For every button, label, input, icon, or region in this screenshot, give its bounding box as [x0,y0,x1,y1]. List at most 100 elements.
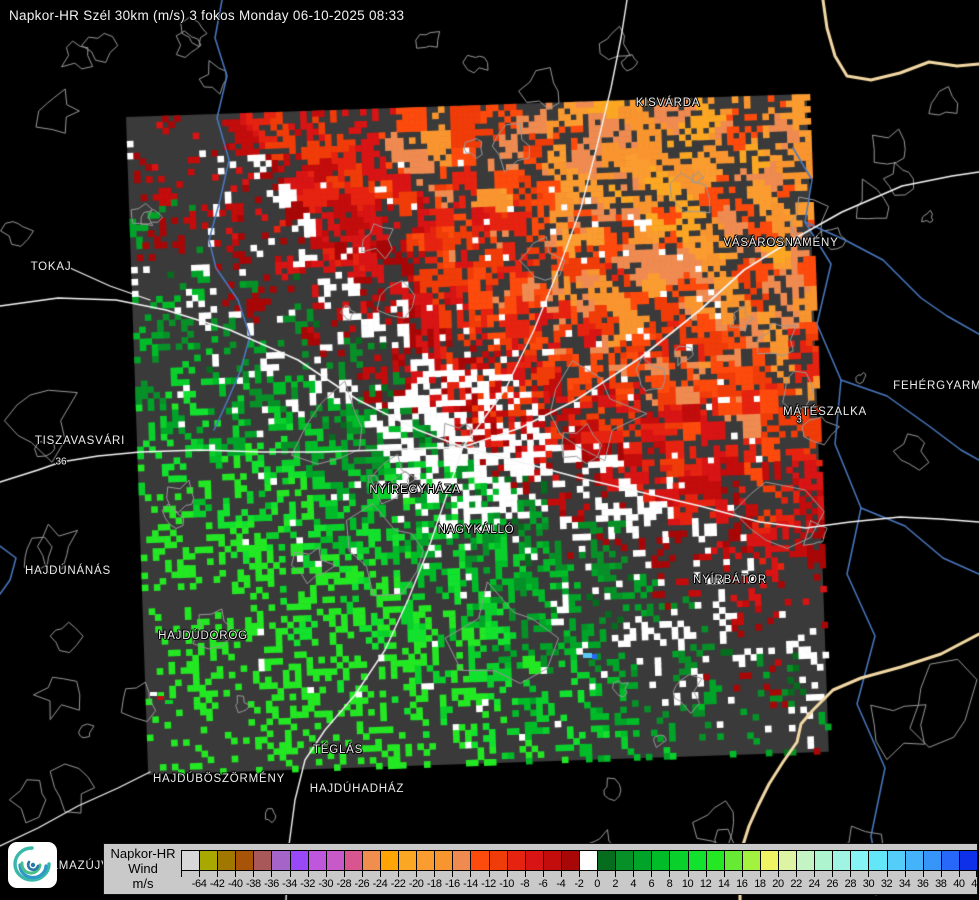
legend-color-box [669,850,689,871]
legend-tick-label: -64 [191,878,207,890]
legend-tick-label: -30 [318,878,334,890]
road-number-label: 36 [55,456,67,468]
legend-tick-label: 16 [736,878,748,890]
legend-tick-label: -42 [209,878,225,890]
legend-tick [778,870,779,877]
legend-tick [832,870,834,877]
legend-tick [199,870,201,877]
legend-tick-label: 6 [648,878,655,890]
legend-color-box [361,850,381,871]
city-label: TÉGLÁS [312,744,364,756]
legend-tick-label: 38 [935,878,947,890]
legend-color-box [289,850,309,871]
legend-tick-label: 10 [681,878,694,890]
legend-color-box [958,850,978,871]
legend-color-box [181,850,201,871]
city-label: NYÍREGYHÁZA [369,484,461,496]
legend-color-scale: -64 -42 -40 -38 -36 -34 -32 -30 -28 -26 -24 -22 -20-… [181,850,979,894]
legend-color-box [705,850,725,871]
city-label: HAJDÚNÁNÁS [25,565,111,577]
legend-tick [524,870,526,877]
legend-tick [506,870,508,877]
legend-tick [687,870,689,877]
legend-tick [361,870,363,877]
legend-color-box [434,850,454,871]
legend-color-box [850,850,870,871]
legend-tick-label: 18 [754,878,766,890]
legend-color-box [759,850,779,871]
legend-tick-label: 42 [971,878,979,890]
legend-color-box [651,850,671,871]
legend-tick [705,870,707,877]
legend-color-box [416,850,436,871]
legend-tick-label: -2 [574,878,584,890]
legend-tick [434,870,436,877]
legend-color-box [560,850,580,871]
legend-tick [615,870,617,877]
legend-tick [940,870,942,877]
city-label: HAJDÚHADHÁZ [309,783,405,795]
legend-color-box [506,850,526,871]
legend-tick-label: -4 [556,878,566,890]
legend-tick [633,870,635,877]
legend-tick-label: 32 [880,878,893,890]
legend-tick-label: 34 [898,878,911,890]
legend-color-box [380,850,400,871]
legend-tick [651,870,653,877]
legend-color-box [488,850,508,871]
legend-tick-label: -36 [264,878,279,890]
legend-tick [452,870,454,877]
legend-tick-label: -32 [300,878,315,890]
legend-tick [759,870,761,877]
legend-tick-label: 2 [612,878,619,890]
legend-color-box [687,850,707,871]
legend-tick [325,870,327,877]
legend-color-box [579,850,599,871]
road-number-label: 3 [796,414,802,426]
city-label: HAJDÚBÖSZÖRMÉNY [152,773,286,785]
legend-color-box [524,850,544,871]
legend-tick [307,870,309,877]
legend-panel: Napkor-HR Wind m/s -64 -42 -40 -38 -36 -34 -32… [103,843,979,895]
map-title: Napkor-HR Szél 30km (m/s) 3 fokos Monday… [9,8,405,23]
legend-tick [181,870,182,877]
city-label: TOKAJ [30,261,72,273]
city-label: NYÍRBÁTOR [692,574,768,586]
legend-tick [470,870,472,877]
legend-tick [796,870,798,877]
spiral-logo-icon [8,842,57,888]
legend-tick [868,870,870,877]
legend-tick-label: 30 [862,878,875,890]
legend-tick-label: -8 [520,878,530,890]
legend-title-line1: Napkor-HR [110,846,176,861]
legend-tick-label: -10 [499,878,514,890]
legend-color-box [832,850,852,871]
legend-tick [814,870,816,877]
legend-tick-label: -26 [354,878,370,890]
legend-tick-label: 0 [594,878,600,890]
legend-color-box [778,850,798,871]
legend-color-box [615,850,635,871]
legend-tick-label: 4 [630,878,637,890]
city-label: TISZAVASVÁRI [34,435,126,447]
legend-tick [343,870,345,877]
legend-tick-label: -16 [445,878,460,890]
legend-tick [380,870,381,877]
legend-tick-label: -22 [390,878,406,890]
legend-color-box [886,850,906,871]
legend-tick-label: 14 [718,878,730,890]
legend-tick-label: -40 [227,878,243,890]
legend-color-box [217,850,237,871]
legend-color-box [723,850,743,871]
legend-color-box [325,850,345,871]
legend-color-box [253,850,273,871]
legend-tick-label: 20 [772,878,784,890]
legend-color-box [868,850,888,871]
legend-tick [886,870,888,877]
legend-color-box [922,850,942,871]
city-label: HAJDÚDOROG [158,630,248,642]
legend-color-box [633,850,653,871]
legend-color-box [741,850,761,871]
